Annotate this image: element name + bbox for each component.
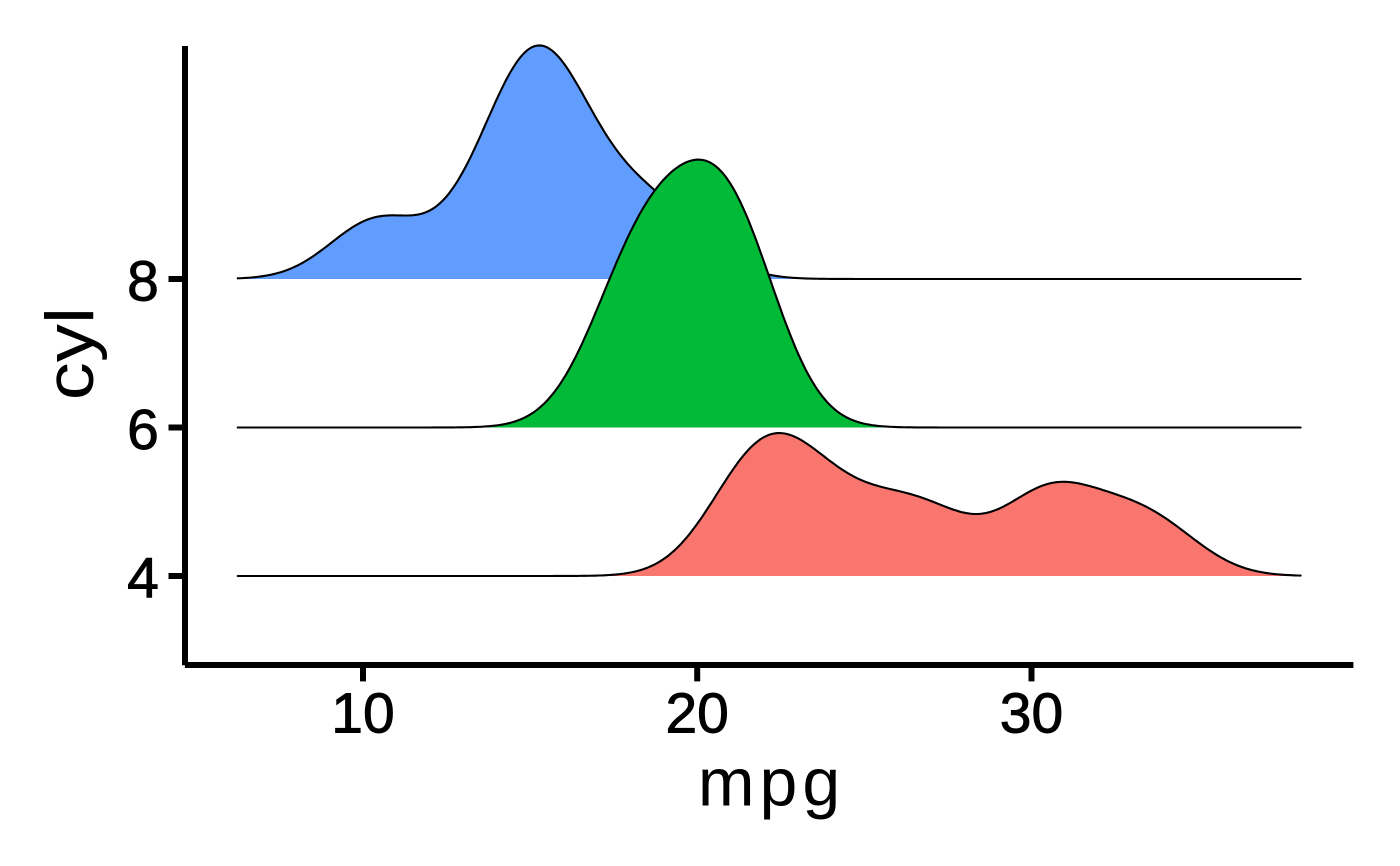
svg-text:6: 6 bbox=[127, 398, 159, 462]
svg-text:8: 8 bbox=[127, 250, 159, 314]
svg-text:30: 30 bbox=[1000, 682, 1063, 746]
svg-text:20: 20 bbox=[665, 682, 728, 746]
svg-text:4: 4 bbox=[127, 547, 159, 611]
svg-text:mpg: mpg bbox=[698, 745, 845, 821]
svg-text:10: 10 bbox=[331, 682, 394, 746]
svg-text:cyl: cyl bbox=[33, 307, 108, 400]
